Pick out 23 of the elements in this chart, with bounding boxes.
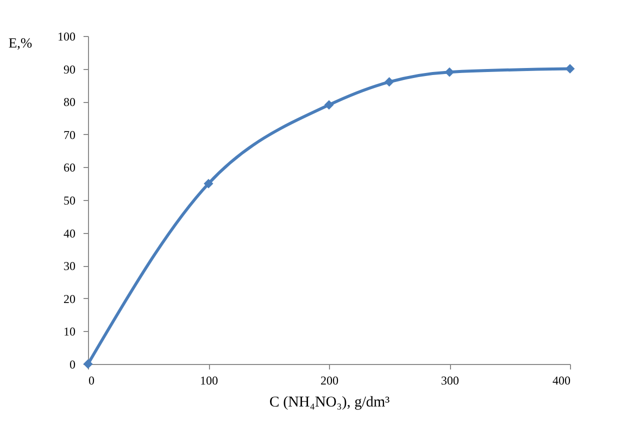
y-tick-label: 60 [64,160,76,175]
y-tick-label: 70 [64,128,76,142]
x-tick-label: 300 [441,374,459,388]
x-tick-label: 200 [320,374,338,388]
y-tick-label: 100 [58,30,76,44]
y-tick-label: 20 [64,292,76,306]
x-axis-title: C (NH₄NO₃), g/dm³ [269,394,390,410]
point [444,67,454,77]
x-tick-label: 0 [88,374,94,388]
x-tick-label: 400 [552,374,570,388]
point [324,100,334,110]
y-tick-label: 50 [64,194,76,208]
point [565,64,575,74]
y-tick-label: 10 [64,324,76,339]
y-tick-label: 0 [70,358,76,372]
point [204,178,214,188]
y-tick-label: 30 [64,259,76,274]
y-tick-label: 80 [64,95,76,110]
x-tick-label: 100 [200,374,218,388]
y-axis-title: E,% [8,36,33,52]
y-tick-label: 90 [64,62,76,76]
y-tick-label: 40 [64,226,76,240]
point [384,77,394,87]
